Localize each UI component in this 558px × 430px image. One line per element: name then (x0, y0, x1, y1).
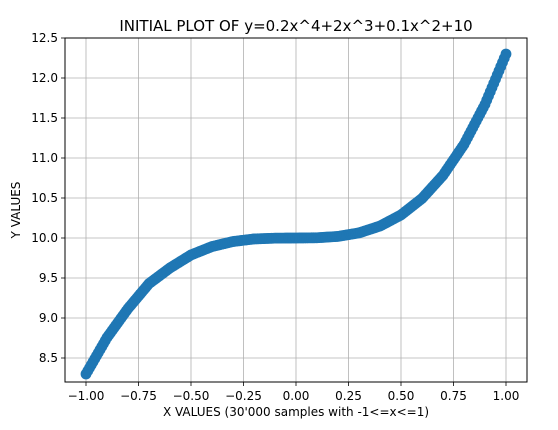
x-tick-label: 0.00 (283, 389, 310, 403)
x-axis-label: X VALUES (30'000 samples with -1<=x<=1) (163, 405, 429, 419)
axes (61, 37, 528, 386)
x-tick-label: −0.25 (225, 389, 262, 403)
plot-frame (64, 37, 528, 383)
y-tick-label: 12.0 (31, 71, 58, 85)
scatter-series (80, 48, 512, 380)
y-tick-label: 11.5 (31, 111, 58, 125)
x-tick-label: 1.00 (493, 389, 520, 403)
x-tick-label: −0.75 (120, 389, 157, 403)
y-tick-label: 10.5 (31, 191, 58, 205)
y-tick-label: 9.0 (39, 311, 58, 325)
y-tick-label: 11.0 (31, 151, 58, 165)
y-tick-label: 12.5 (31, 31, 58, 45)
data-series (80, 48, 512, 380)
x-tick-label: 0.25 (335, 389, 362, 403)
y-axis-label: Y VALUES (9, 182, 23, 240)
y-tick-label: 8.5 (39, 351, 58, 365)
y-tick-label: 9.5 (39, 271, 58, 285)
scatter-point (500, 48, 512, 60)
chart-title: INITIAL PLOT OF y=0.2x^4+2x^3+0.1x^2+10 (119, 17, 472, 35)
y-tick-label: 10.0 (31, 231, 58, 245)
x-tick-label: 0.75 (440, 389, 467, 403)
x-tick-label: −1.00 (68, 389, 105, 403)
x-tick-label: 0.50 (388, 389, 415, 403)
x-tick-label: −0.50 (173, 389, 210, 403)
tick-labels: −1.00 −0.75 −0.50 −0.25 0.00 0.25 0.50 0.75 1.00… (31, 31, 519, 403)
